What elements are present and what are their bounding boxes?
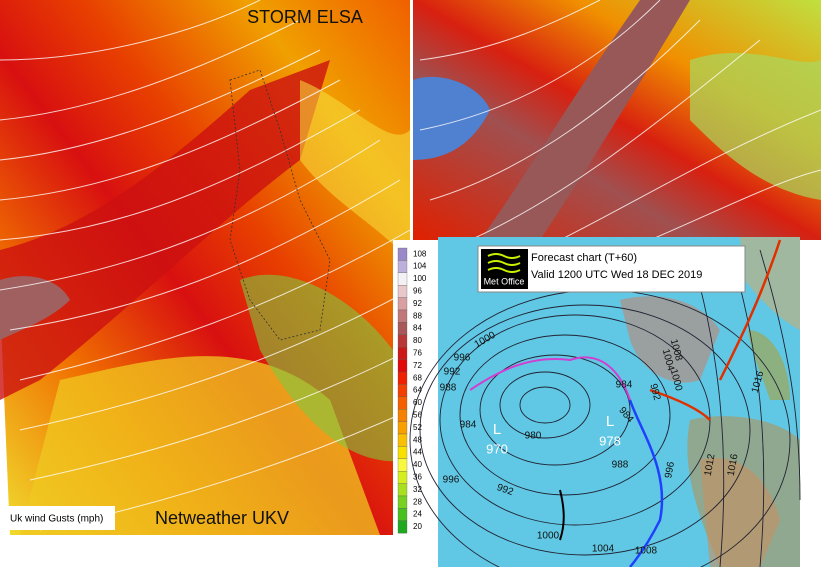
logo-text: Met Office — [484, 276, 525, 286]
colorbar-label: 32 — [413, 485, 422, 494]
colorbar-label: 84 — [413, 324, 422, 333]
colorbar: 108 104 100 96 92 88 84 80 76 72 68 64 60 56 52 48 44 40 3… — [393, 240, 438, 537]
isobar-label: 992 — [444, 367, 461, 378]
isobar-label: 1012 — [703, 453, 718, 477]
colorbar-label: 48 — [413, 435, 422, 444]
colorbar-label: 108 — [413, 249, 427, 258]
colorbar-swatch — [397, 446, 408, 459]
colorbar-label: 60 — [413, 398, 422, 407]
colorbar-swatch — [397, 520, 408, 534]
credit: Netweather UKV — [155, 508, 289, 528]
colorbar-swatch — [397, 384, 408, 397]
colorbar-swatch — [397, 260, 408, 273]
low-pressure: 970 — [486, 441, 508, 456]
map-title: STORM ELSA — [247, 7, 363, 27]
colorbar-swatch — [397, 347, 408, 360]
colorbar-label: 96 — [413, 287, 422, 296]
colorbar-label: 88 — [413, 311, 422, 320]
colorbar-swatch — [397, 359, 408, 373]
colorbar-swatch — [397, 433, 408, 447]
colorbar-label: 100 — [413, 274, 427, 283]
colorbar-label: 104 — [413, 262, 427, 271]
colorbar-label: 72 — [413, 361, 422, 370]
colorbar-swatch — [397, 495, 408, 509]
isobar-label: 1016 — [726, 453, 741, 477]
isobar-label: 988 — [440, 383, 457, 394]
isobar-label: 996 — [443, 475, 460, 486]
low-letter: L — [493, 421, 501, 438]
colorbar-label: 52 — [413, 423, 422, 432]
colorbar-swatch — [397, 396, 408, 410]
colorbar-label: 40 — [413, 460, 422, 469]
chart-title: Forecast chart (T+60) — [531, 252, 637, 264]
colorbar-label: 80 — [413, 336, 422, 345]
colorbar-label: 64 — [413, 386, 422, 395]
colorbar-label: 28 — [413, 497, 422, 506]
isobar-label: 988 — [612, 460, 629, 471]
legend-title-box — [2, 506, 115, 530]
colorbar-label: 76 — [413, 349, 422, 358]
isobar-label: 992 — [647, 383, 662, 402]
isobar-label: 1008 — [635, 546, 658, 557]
colorbar-swatch — [397, 483, 408, 497]
colorbar-swatch — [397, 409, 408, 422]
forecast-chart: Met Office Forecast chart (T+60) Valid 1… — [409, 237, 801, 567]
isobar-label: 984 — [460, 420, 477, 431]
colorbar-swatch — [397, 322, 408, 335]
colorbar-swatch — [397, 421, 408, 435]
colorbar-swatch — [397, 458, 408, 472]
colorbar-swatch — [397, 508, 408, 521]
colorbar-swatch — [397, 309, 408, 323]
isobar-label: 996 — [663, 460, 677, 479]
colorbar-label: 44 — [413, 448, 422, 457]
legend-title: Uk wind Gusts (mph) — [10, 514, 103, 525]
colorbar-label: 92 — [413, 299, 422, 308]
colorbar-label: 56 — [413, 411, 422, 420]
colorbar-swatch — [397, 285, 408, 298]
colorbar-label: 68 — [413, 373, 422, 382]
isobar-label: 996 — [454, 353, 471, 364]
low-pressure: 978 — [599, 433, 621, 448]
wind-map-left — [0, 0, 411, 535]
colorbar-swatch — [397, 371, 408, 385]
colorbar-swatch — [397, 334, 408, 348]
colorbar-swatch — [397, 247, 408, 261]
chart-valid: Valid 1200 UTC Wed 18 DEC 2019 — [531, 269, 702, 281]
isobar-label: 980 — [525, 431, 542, 442]
colorbar-label: 36 — [413, 473, 422, 482]
low-letter: L — [606, 413, 614, 430]
colorbar-swatch — [397, 297, 408, 311]
colorbar-label: 24 — [413, 510, 422, 519]
isobar-label: 1000 — [537, 531, 560, 542]
colorbar-swatch — [397, 471, 408, 484]
isobar-label: 984 — [616, 380, 633, 391]
wind-map-right — [413, 0, 821, 241]
colorbar-swatch — [397, 272, 408, 286]
isobar-label: 1004 — [592, 544, 615, 555]
colorbar-label: 20 — [413, 522, 422, 531]
